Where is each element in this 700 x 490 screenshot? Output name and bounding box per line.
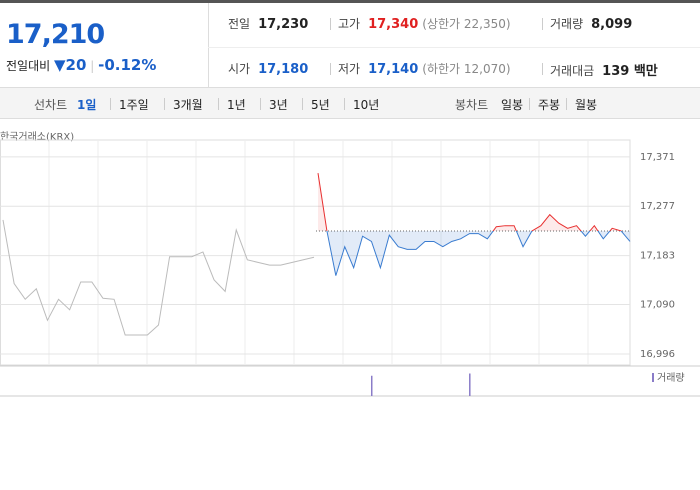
stat-value: 17,340 xyxy=(368,17,419,32)
candle-tab[interactable]: 일봉 xyxy=(501,98,524,112)
quote-panel: 17,210 전일대비 ▼20 | -0.12% 전일 17,230 고가 17,34… xyxy=(0,0,700,88)
change-label: 전일대비 xyxy=(6,59,51,73)
separator xyxy=(330,18,331,30)
stat-label: 시가 xyxy=(228,62,251,76)
stat: 거래량 8,099 xyxy=(550,15,632,32)
tab-label: 봉차트 xyxy=(455,98,489,112)
y-tick-label: 17,183 xyxy=(640,251,675,262)
previous-line xyxy=(2,219,315,336)
period-tab[interactable]: 1주일 xyxy=(119,98,149,112)
separator xyxy=(330,63,331,75)
change-value: ▼20 xyxy=(54,56,87,74)
stat: 거래대금 139 백만 xyxy=(550,60,658,79)
separator xyxy=(110,98,111,110)
chart: 한국거래소(KRX) 17,371 17,277 17,183 17,090 16,996… xyxy=(0,131,700,397)
tab-label: 선차트 xyxy=(34,98,68,112)
volume-bar xyxy=(370,375,373,396)
change-amount: 20 xyxy=(65,56,87,74)
y-tick-label: 17,371 xyxy=(640,152,675,163)
y-tick-label: 17,090 xyxy=(640,300,675,311)
change: 전일대비 ▼20 | -0.12% xyxy=(6,56,157,74)
price: 17,210 xyxy=(6,19,105,50)
candle-tab[interactable]: 월봉 xyxy=(575,98,598,112)
stat-note: (하한가 12,070) xyxy=(422,62,511,76)
volume-legend-icon xyxy=(652,373,654,382)
separator xyxy=(218,98,219,110)
stat-value: 17,230 xyxy=(258,17,309,32)
change-rate: -0.12% xyxy=(98,56,157,74)
volume-bar xyxy=(469,373,471,396)
period-tab[interactable]: 10년 xyxy=(353,98,380,112)
line-up xyxy=(317,173,622,231)
period-tabs: 선차트 1일 1주일 3개월 1년 3년 5년 10년 봉차트 일봉 주봉 월봉 xyxy=(0,88,700,119)
separator xyxy=(542,63,543,75)
period-tab[interactable]: 5년 xyxy=(311,98,330,112)
stat: 시가 17,180 xyxy=(228,60,308,77)
candle-tab[interactable]: 주봉 xyxy=(538,98,561,112)
stat-note: (상한가 22,350) xyxy=(422,17,511,31)
line-down xyxy=(326,230,631,276)
stat-label: 거래대금 xyxy=(550,64,595,78)
volume-legend: 거래량 xyxy=(657,372,685,384)
separator xyxy=(542,18,543,30)
stat: 저가 17,140 (하한가 12,070) xyxy=(338,60,511,77)
period-tab[interactable]: 1년 xyxy=(227,98,246,112)
y-tick-label: 16,996 xyxy=(640,349,675,360)
y-tick-label: 17,277 xyxy=(640,201,675,212)
period-tab[interactable]: 3개월 xyxy=(173,98,203,112)
stat-value: 139 백만 xyxy=(602,64,658,79)
stat-label: 고가 xyxy=(338,17,361,31)
area-up xyxy=(318,173,630,231)
period-tab[interactable]: 3년 xyxy=(269,98,288,112)
separator xyxy=(566,98,567,110)
plot-border xyxy=(0,139,631,366)
stat: 고가 17,340 (상한가 22,350) xyxy=(338,15,511,32)
stat-label: 저가 xyxy=(338,62,361,76)
separator xyxy=(529,98,530,110)
stat-label: 거래량 xyxy=(550,17,584,31)
stat-value: 8,099 xyxy=(591,17,633,32)
stat-value: 17,180 xyxy=(258,62,309,77)
area-down xyxy=(326,230,630,276)
stat-label: 전일 xyxy=(228,17,251,31)
source-label: 한국거래소(KRX) xyxy=(0,131,74,143)
period-tab[interactable]: 1일 xyxy=(77,98,97,112)
stat-value: 17,140 xyxy=(368,62,419,77)
separator xyxy=(344,98,345,110)
separator xyxy=(260,98,261,110)
stat: 전일 17,230 xyxy=(228,15,308,32)
separator xyxy=(164,98,165,110)
separator xyxy=(302,98,303,110)
